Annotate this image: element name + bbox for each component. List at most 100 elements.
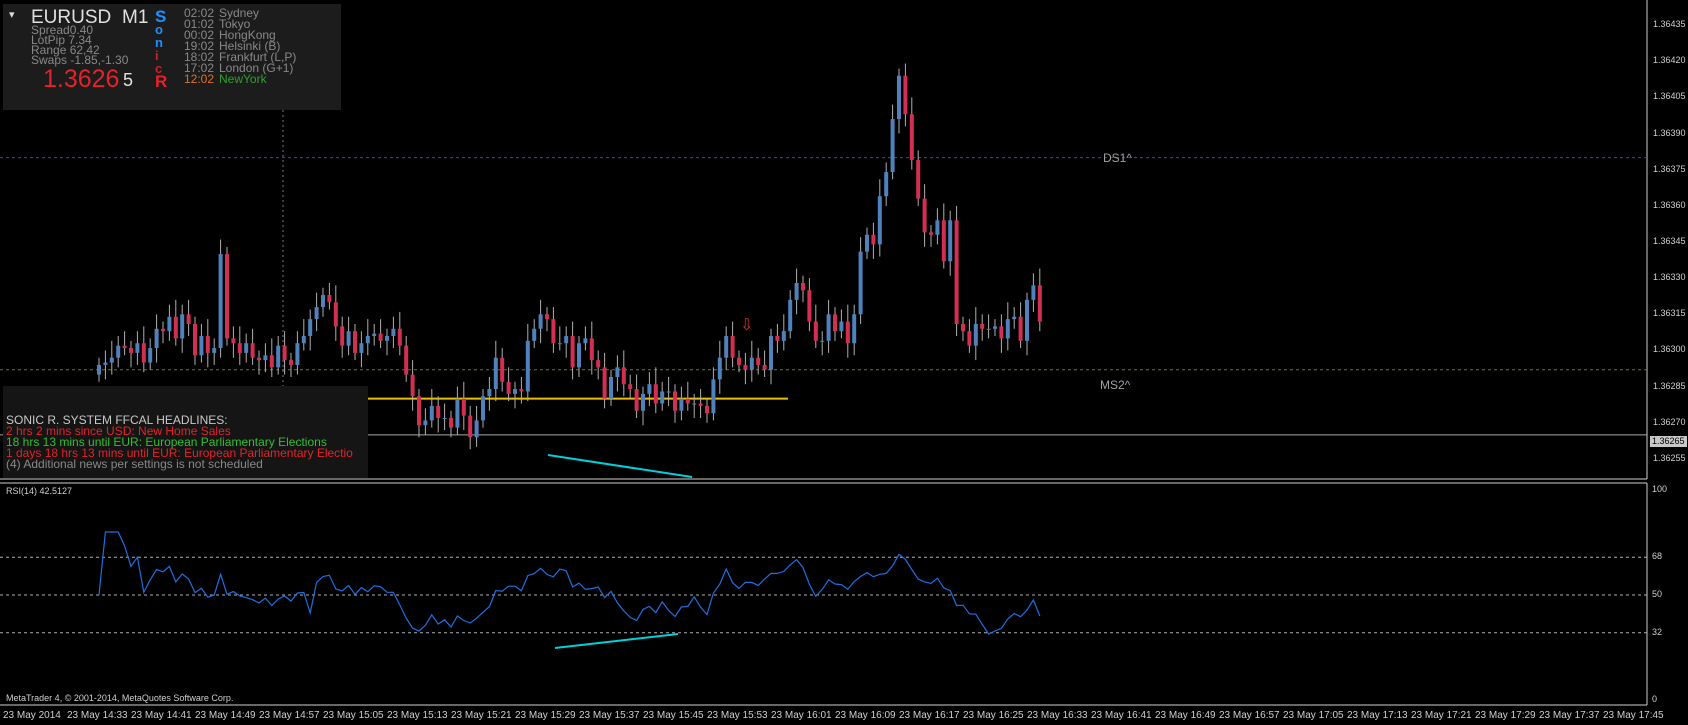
candle-body	[833, 314, 837, 332]
candle-body	[647, 384, 652, 394]
news-item: 2 hrs 2 mins since USD: New Home Sales	[6, 424, 231, 438]
candle-body	[442, 417, 447, 419]
candle-body	[519, 389, 524, 392]
news-headlines-panel: SONIC R. SYSTEM FFCAL HEADLINES: 2 hrs 2…	[3, 386, 368, 478]
candle-body	[327, 295, 332, 303]
candle-body	[1012, 316, 1017, 320]
time-axis-tick-label: 23 May 16:17	[899, 710, 960, 721]
symbol-name: EURUSD	[31, 7, 112, 28]
candle-body	[481, 396, 485, 421]
candle-body	[615, 367, 620, 377]
session-time: 00:02	[184, 28, 215, 42]
candle-body	[161, 328, 165, 332]
candle-body	[737, 357, 741, 365]
candle-body	[378, 333, 383, 341]
candle-body	[877, 196, 882, 245]
session-time: 19:02	[184, 39, 215, 53]
candle-body	[820, 340, 825, 342]
candle-body	[244, 343, 249, 353]
time-axis-tick-label: 23 May 17:37	[1539, 710, 1600, 721]
session-time: 18:02	[184, 50, 215, 64]
sonic-logo-letter: o	[155, 22, 163, 37]
candle-body	[372, 333, 377, 337]
session-name: Frankfurt (L,P)	[219, 50, 297, 64]
candle-body	[340, 326, 345, 346]
candle-body	[717, 357, 722, 380]
time-axis-tick-label: 23 May 16:49	[1155, 710, 1216, 721]
candle-body	[180, 314, 185, 339]
rsi-axis-tick-label: 68	[1652, 551, 1663, 562]
price-axis-tick-label: 1.36360	[1653, 199, 1686, 210]
candle-body	[813, 321, 818, 341]
candle-body	[698, 403, 703, 406]
rsi-axis-tick-label: 100	[1652, 484, 1668, 494]
rsi-divergence-price-trendline[interactable]	[547, 454, 693, 478]
candle-body	[890, 119, 895, 173]
candle-body	[897, 75, 901, 120]
symbol-info-panel: ▾ EURUSD M1 Spread0.40 LotPip 7.34 Range…	[3, 4, 341, 110]
session-name: HongKong	[219, 28, 276, 42]
ms2-level-label: MS2^	[1100, 378, 1131, 392]
candle-body	[397, 328, 402, 346]
candle-body	[794, 282, 799, 300]
candle-body	[673, 391, 677, 411]
candle-body	[173, 316, 178, 339]
candle-body	[545, 314, 549, 320]
candle-body	[148, 348, 153, 363]
candle-body	[493, 357, 498, 390]
candle-body	[532, 328, 537, 341]
news-item: 1 days 18 hrs 13 mins until EUR: Europea…	[6, 446, 353, 460]
candle-body	[474, 420, 479, 438]
candle-body	[845, 321, 850, 344]
price-axis-tick-label: 1.36390	[1653, 127, 1686, 138]
time-axis-tick-label: 23 May 16:09	[835, 710, 896, 721]
candle-body	[97, 364, 101, 375]
candle-body	[909, 114, 914, 161]
candle-body	[186, 314, 191, 324]
candle-body	[116, 345, 121, 358]
candle-body	[301, 336, 306, 344]
collapse-toggle-icon[interactable]: ▾	[9, 9, 15, 21]
candle-body	[551, 319, 556, 344]
candle-body	[263, 355, 268, 361]
candle-body	[122, 345, 127, 349]
candle-body	[749, 357, 754, 370]
candle-body	[225, 254, 229, 339]
time-axis-tick-label: 23 May 15:37	[579, 710, 640, 721]
news-item: (4) Additional news per settings is not …	[6, 457, 263, 471]
trendlines[interactable]	[547, 454, 693, 649]
range-stat: Range 62,42	[31, 43, 100, 57]
candle-body	[577, 343, 581, 368]
candle-body	[941, 220, 946, 262]
rsi-divergence-rsi-trendline[interactable]	[554, 633, 679, 649]
time-axis-tick-label: 23 May 17:45	[1603, 710, 1664, 721]
candle-body	[231, 338, 236, 344]
price-axis-tick-label: 1.36285	[1653, 380, 1686, 391]
candle-body	[109, 357, 114, 363]
candle-body	[762, 364, 767, 370]
candle-body	[1037, 285, 1042, 322]
time-axis-tick-label: 23 May 17:29	[1475, 710, 1536, 721]
time-axis-tick-label: 23 May 14:41	[131, 710, 192, 721]
price-axis-tick-label: 1.36315	[1653, 308, 1686, 319]
candle-body	[775, 336, 780, 341]
time-axis-tick-label: 23 May 15:13	[387, 710, 448, 721]
candle-body	[788, 299, 793, 332]
candle-body	[564, 336, 569, 344]
candle-body	[129, 348, 133, 353]
candle-body	[449, 417, 453, 428]
time-axis-tick-label: 23 May 17:21	[1411, 710, 1472, 721]
session-name: NewYork	[219, 72, 267, 86]
candle-body	[506, 381, 511, 394]
candle-body	[417, 396, 421, 426]
candle-body	[993, 326, 997, 329]
candle-body	[321, 295, 325, 308]
candle-body	[269, 355, 274, 368]
candle-body	[807, 290, 812, 322]
time-axis-tick-label: 23 May 15:53	[707, 710, 768, 721]
candle-body	[282, 345, 287, 361]
candle-body	[385, 336, 389, 341]
candle-body	[1031, 285, 1036, 300]
